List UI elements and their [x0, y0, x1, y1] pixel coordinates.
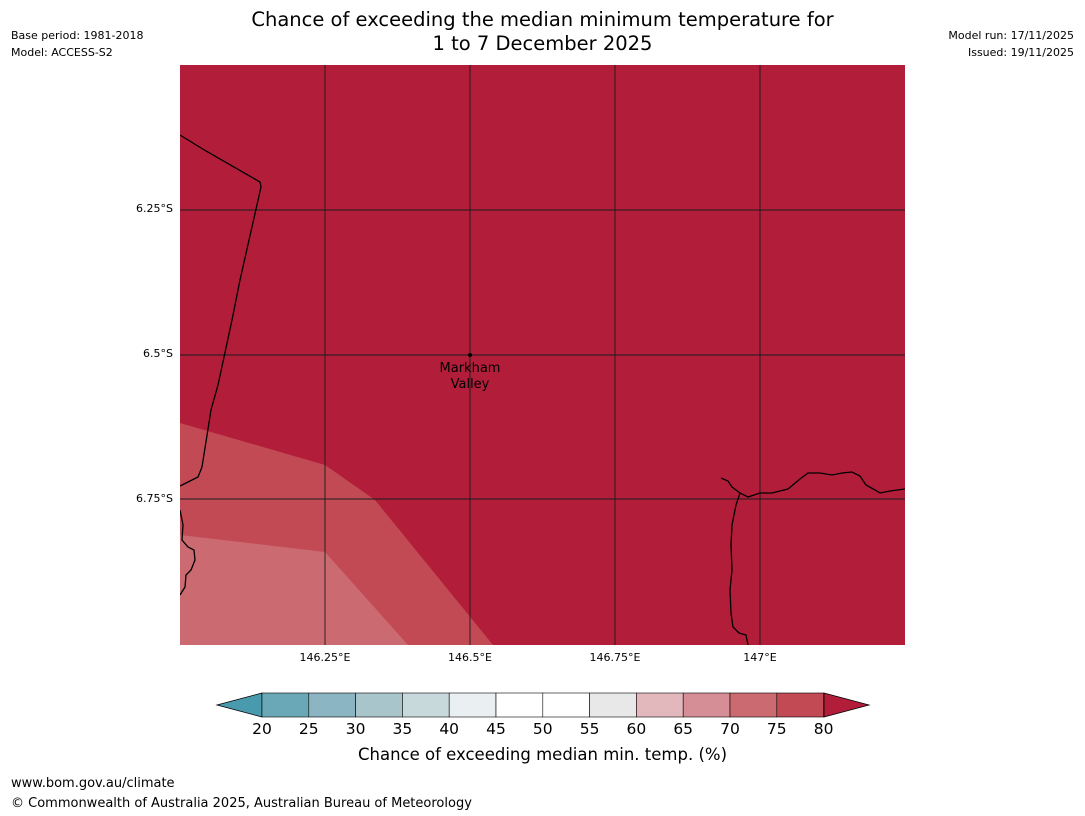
- map-title: Chance of exceeding the median minimum t…: [0, 8, 1085, 56]
- coast-southwest: [180, 509, 196, 596]
- colorbar-cell: [261, 692, 310, 718]
- colorbar-cell: [682, 692, 731, 718]
- colorbar-cell: [589, 692, 637, 718]
- graticule: [180, 65, 905, 645]
- colorbar-tick-label: 55: [579, 720, 600, 738]
- lon-label-146-25: 146.25°E: [299, 651, 351, 664]
- colorbar-cell: [355, 692, 403, 718]
- model-run: Model run: 17/11/2025: [948, 29, 1074, 42]
- coastlines: [180, 134, 905, 645]
- colorbar-tick-label: 30: [345, 720, 366, 738]
- base-period: Base period: 1981-2018: [11, 29, 144, 42]
- coast-east-south: [729, 492, 749, 645]
- colorbar: [215, 692, 871, 718]
- lon-label-147: 147°E: [743, 651, 777, 664]
- colorbar-tick-label: 80: [813, 720, 834, 738]
- meta-right: Model run: 17/11/2025 Issued: 19/11/2025: [948, 27, 1074, 61]
- lon-label-146-75: 146.75°E: [589, 651, 641, 664]
- colorbar-tick-label: 45: [486, 720, 506, 738]
- colorbar-ticks: 20 25 30 35 40 45 50 55 60 65 70 75 80: [0, 720, 1085, 742]
- boundary-west: [180, 134, 262, 487]
- title-line-1: Chance of exceeding the median minimum t…: [251, 8, 834, 31]
- colorbar-cell: [402, 692, 450, 718]
- colorbar-cell: [308, 692, 356, 718]
- colorbar-tick-label: 40: [439, 720, 460, 738]
- colorbar-tick-label: 50: [532, 720, 553, 738]
- colorbar-tick-label: 75: [766, 720, 787, 738]
- colorbar-cell: [448, 692, 497, 718]
- colorbar-cell: [636, 692, 684, 718]
- model-name: Model: ACCESS-S2: [11, 46, 113, 59]
- colorbar-label: Chance of exceeding median min. temp. (%…: [357, 745, 728, 764]
- lon-label-146-5: 146.5°E: [448, 651, 492, 664]
- region-70-75: [180, 535, 408, 645]
- colorbar-tick-label: 20: [252, 720, 272, 738]
- colorbar-cell: [729, 692, 778, 718]
- place-label-line-1: Markham: [440, 361, 501, 376]
- colorbar-tick-label: 65: [673, 720, 694, 738]
- colorbar-tick-label: 70: [720, 720, 740, 738]
- location-marker: [468, 353, 472, 357]
- coast-east: [720, 471, 905, 498]
- colorbar-tick-label: 60: [626, 720, 647, 738]
- title-line-2: 1 to 7 December 2025: [432, 32, 653, 55]
- issued-date: Issued: 19/11/2025: [967, 46, 1074, 59]
- footer-copyright: © Commonwealth of Australia 2025, Austra…: [11, 796, 472, 811]
- colorbar-cells: [261, 692, 824, 718]
- colorbar-cell: [542, 692, 590, 718]
- lat-label-6-25: 6.25°S: [136, 202, 173, 215]
- footer-url: www.bom.gov.au/climate: [11, 776, 175, 791]
- colorbar-tick-label: 25: [298, 720, 319, 738]
- colorbar-over-arrow: [823, 692, 871, 718]
- lat-label-6-75: 6.75°S: [136, 492, 173, 505]
- colorbar-tick-label: 35: [392, 720, 413, 738]
- colorbar-cell: [776, 692, 824, 718]
- colorbar-cell: [495, 692, 544, 718]
- lat-label-6-5: 6.5°S: [143, 347, 173, 360]
- place-label-line-2: Valley: [451, 377, 490, 392]
- meta-left: Base period: 1981-2018 Model: ACCESS-S2: [11, 27, 143, 61]
- map-panel: Markham Valley: [180, 65, 905, 645]
- colorbar-under-arrow: [215, 692, 263, 718]
